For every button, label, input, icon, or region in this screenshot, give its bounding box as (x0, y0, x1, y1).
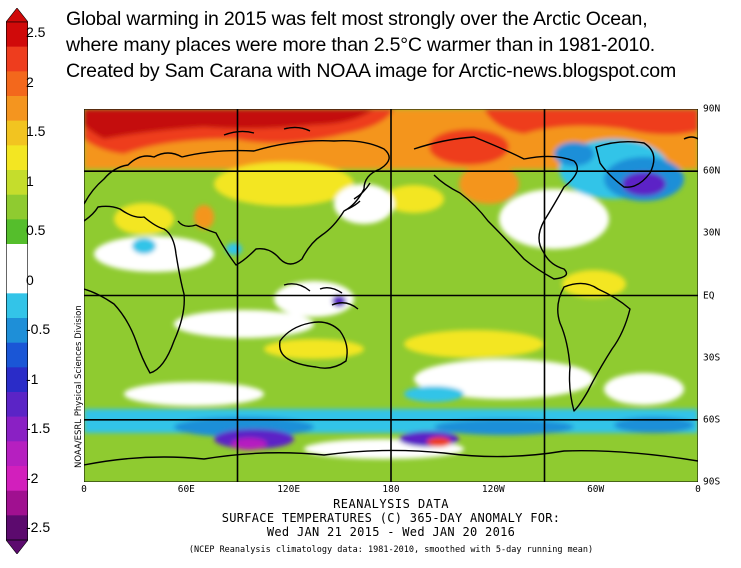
colorbar-cell (6, 515, 28, 541)
sahara-cyan (132, 238, 156, 254)
map-gridlines (84, 109, 698, 482)
colorbar-cell (6, 244, 28, 269)
south-pacific-yellow (404, 330, 544, 358)
colorbar-label: -2 (26, 469, 39, 486)
south-america-yellow (562, 270, 626, 298)
colorbar-cell (6, 318, 28, 343)
colorbar-label: -1.5 (26, 420, 51, 436)
africa-white (94, 236, 214, 272)
coastlines (84, 126, 698, 466)
colorbar-label: 1.5 (26, 123, 46, 139)
greenland-purple (622, 172, 666, 196)
latitude-tick-label: 60N (703, 165, 721, 177)
colorbar-cell (6, 342, 28, 368)
colorbar-cell (6, 96, 28, 121)
colorbar-cell (6, 490, 28, 516)
colorbar-cell (6, 120, 28, 146)
latitude-tick-label: 90N (703, 103, 721, 115)
longitude-tick-label: 0 (81, 484, 87, 495)
antarctic-warm-spot (427, 437, 451, 447)
latitude-tick-label: EQ (703, 290, 715, 301)
colorbar-cell (6, 145, 28, 171)
title-line-1: Global warming in 2015 was felt most str… (66, 8, 648, 30)
southern-blue-3 (614, 417, 694, 433)
na-white (499, 189, 609, 249)
latitude-tick-label: 60S (703, 414, 721, 426)
longitude-tick-label: 0 (695, 484, 701, 495)
latitude-tick-label: 30S (703, 352, 721, 364)
colorbar-bottom-arrow (6, 539, 28, 554)
greenland-coast (595, 140, 655, 188)
title-line-2: where many places were more than 2.5°C w… (66, 34, 655, 56)
caption-note: (NCEP Reanalysis climatology data: 1981-… (188, 545, 594, 555)
longitude-tick-label: 120W (481, 484, 505, 495)
psd-credit: NOAA/ESRL Physical Sciences Division (74, 305, 84, 468)
pacific-white-n (334, 184, 394, 224)
antarctica-coast (84, 449, 698, 466)
arctic-red-region-west (484, 109, 698, 135)
temperature-anomaly-map (84, 109, 698, 482)
southern-blue-2 (434, 419, 574, 435)
asia-hotspot (194, 205, 214, 229)
caption-line-1: REANALYSIS DATA (333, 497, 449, 511)
colorbar-cell (6, 170, 28, 195)
colorbar-top-arrow (6, 8, 28, 23)
longitude-tick-label: 60W (587, 484, 605, 495)
colorbar-cell (6, 268, 28, 294)
alaska-orange (459, 164, 519, 204)
colorbar-label: 1 (26, 172, 34, 189)
longitude-tick-label: 60E (177, 484, 195, 495)
japan-coast (347, 182, 371, 210)
colorbar-cell (6, 416, 28, 442)
indonesia-white (274, 281, 354, 317)
colorbar-label: 0.5 (26, 222, 46, 238)
colorbar-label: 0 (26, 271, 34, 288)
pacific-white-s (414, 359, 594, 399)
colorbar-cell (6, 219, 28, 245)
caption-line-2: SURFACE TEMPERATURES (C) 365-DAY ANOMALY… (221, 511, 561, 525)
arctic-islands (223, 126, 698, 140)
color-scale-bar (6, 8, 28, 554)
latitude-tick-label: 90S (703, 476, 721, 488)
south-atlantic-white (124, 382, 264, 406)
colorbar-cell (6, 293, 28, 319)
pacific-yellow-n (384, 185, 444, 213)
africa-coast (84, 205, 185, 374)
asia-coast (177, 139, 390, 266)
indonesia-coast (283, 283, 359, 310)
colorbar-cell (6, 441, 28, 467)
colorbar-label: 2 (26, 73, 34, 90)
title-line-3: Created by Sam Carana with NOAA image fo… (66, 60, 676, 82)
australia-yellow (264, 339, 364, 359)
atlantic-white-s (604, 373, 684, 405)
colorbar-cell (6, 367, 28, 393)
caption-line-3: Wed JAN 21 2015 - Wed JAN 20 2016 (266, 525, 516, 539)
colorbar-label: -0.5 (26, 321, 51, 337)
colorbar-cell (6, 392, 28, 417)
colorbar-cell (6, 71, 28, 97)
longitude-tick-label: 180 (382, 484, 400, 495)
colorbar-cell (6, 194, 28, 220)
longitude-tick-label: 120E (277, 484, 301, 495)
new-guinea-purple (332, 295, 346, 307)
colorbar-label: -2.5 (26, 519, 51, 535)
colorbar-cell (6, 22, 28, 47)
pacific-cyan-s (404, 386, 464, 402)
australia-coast (278, 321, 348, 369)
bering-red (429, 129, 509, 165)
south-america-coast (557, 282, 631, 412)
europe-coast (84, 152, 183, 205)
arctic-dark-red-region (84, 109, 374, 139)
siberia-yellow (214, 162, 354, 206)
colorbar-label: 2.5 (26, 24, 46, 40)
colorbar-cell (6, 46, 28, 72)
canada-blue (554, 142, 594, 166)
latitude-tick-label: 30N (703, 227, 721, 239)
colorbar-cell (6, 466, 28, 491)
indian-ocean-white (174, 310, 314, 338)
title-block: Global warming in 2015 was felt most str… (66, 6, 741, 84)
colorbar-label: -1 (26, 370, 39, 387)
antarctic-magenta (231, 438, 267, 450)
